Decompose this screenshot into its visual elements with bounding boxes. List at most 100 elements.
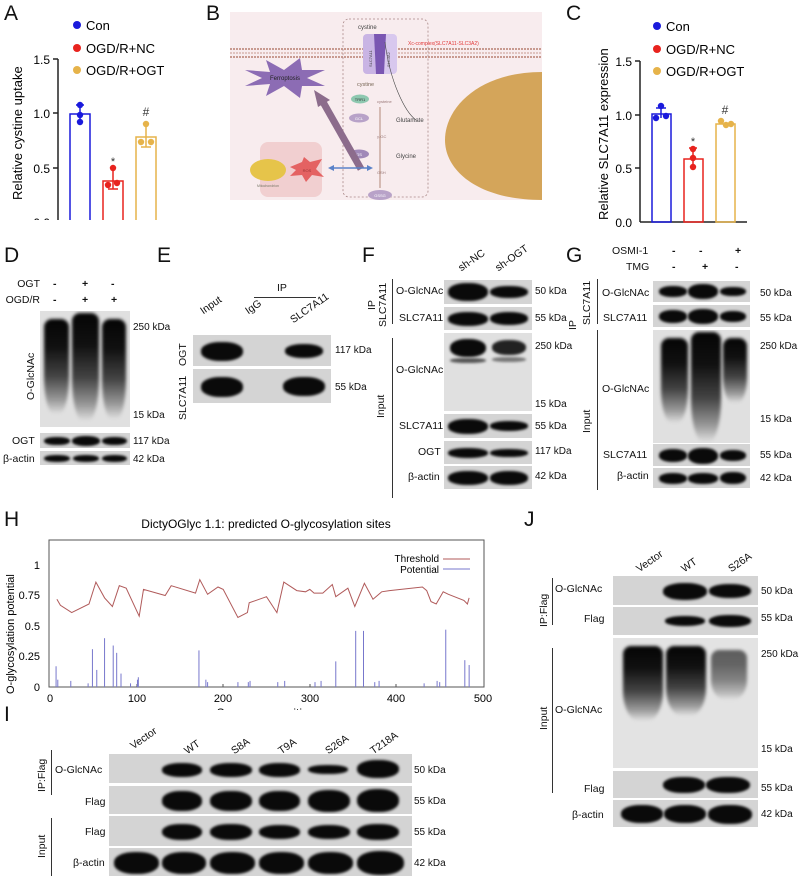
blot-j-ip-flag (613, 607, 758, 637)
svg-text:1.5: 1.5 (33, 53, 50, 67)
svg-text:*: * (111, 156, 116, 168)
bar-chart-a: Con OGD/R+NC OGD/R+OGT 1.5 1.0 0.5 0.0 R… (10, 18, 164, 220)
panel-letter-f: F (362, 244, 375, 267)
blot-j-input-oglcnac (613, 638, 758, 770)
legend-dot-con (73, 21, 81, 29)
svg-text:GCL: GCL (355, 116, 364, 121)
y-axis-label-a: Relative cystine uptake (10, 66, 25, 200)
xc-complex-label: Xc-complex(SLC7A11-SLC3A2) (408, 41, 479, 47)
legend-dot-ogt (73, 66, 81, 74)
blot-f-input-ogt (444, 441, 532, 466)
svg-text:Potential: Potential (400, 565, 439, 576)
pathway-diagram: SLC7A11 SLC3A2 cystine Xc-complex(SLC7A1… (230, 12, 542, 200)
blot-g-input-slc7a11 (653, 444, 750, 468)
svg-text:1.0: 1.0 (33, 107, 50, 121)
svg-text:cystine: cystine (357, 82, 374, 88)
svg-text:0.75: 0.75 (19, 590, 40, 602)
threshold-line (56, 578, 470, 619)
svg-text:0: 0 (34, 682, 40, 694)
svg-text:400: 400 (387, 693, 405, 705)
svg-text:Threshold: Threshold (395, 554, 439, 565)
svg-text:OGD/R+NC: OGD/R+NC (666, 42, 735, 57)
blot-f-ip-slc7a11 (444, 307, 532, 332)
blot-d-ogt (40, 433, 130, 450)
svg-text:0.0: 0.0 (615, 216, 632, 230)
blot-j-input-flag (613, 771, 758, 800)
x-axis-label-h: Sequence position (217, 706, 316, 710)
svg-text:0.5: 0.5 (33, 162, 50, 176)
legend-con: Con (86, 18, 110, 33)
potential-stems (55, 629, 470, 687)
svg-text:γ-GC: γ-GC (377, 134, 386, 139)
panel-letter-b: B (206, 2, 221, 25)
line-chart-h: DictyOGlyc 1.1: predicted O-glycosylatio… (5, 517, 492, 710)
svg-text:OGD/R+OGT: OGD/R+OGT (666, 64, 744, 79)
blot-j-input-actin (613, 800, 758, 829)
ros-star (290, 157, 324, 182)
blot-e-ogt (193, 335, 331, 368)
bar-chart-c: Con OGD/R+NC OGD/R+OGT 1.5 1.0 0.5 0.0 R… (596, 19, 747, 230)
svg-text:Glycine: Glycine (396, 154, 417, 160)
bar-ogt (135, 136, 157, 220)
svg-text:*: * (691, 136, 696, 148)
svg-text:Glutamate: Glutamate (396, 118, 424, 124)
svg-text:TRR1: TRR1 (355, 97, 366, 102)
blot-d-actin (40, 451, 130, 467)
panel-letter-c: C (566, 2, 582, 25)
blot-f-input-actin (444, 466, 532, 491)
blot-j-ip-oglcnac (613, 576, 758, 607)
bar-con (69, 113, 91, 220)
chart-title-h: DictyOGlyc 1.1: predicted O-glycosylatio… (141, 517, 390, 531)
svg-text:Con: Con (666, 19, 690, 34)
svg-text:cystine: cystine (358, 25, 377, 31)
blot-i-ip-oglcnac (109, 754, 412, 785)
svg-text:#: # (722, 103, 729, 117)
svg-text:GSSG: GSSG (374, 193, 386, 198)
svg-text:500: 500 (474, 693, 492, 705)
svg-text:1: 1 (34, 560, 40, 572)
svg-text:0.5: 0.5 (615, 162, 632, 176)
svg-text:Mitochondrion: Mitochondrion (257, 184, 279, 188)
svg-text:0: 0 (47, 693, 53, 705)
svg-text:100: 100 (128, 693, 146, 705)
panel-letter-e: E (157, 244, 172, 267)
svg-text:Ferroptosis: Ferroptosis (270, 76, 300, 82)
svg-text:cysteine: cysteine (377, 99, 392, 104)
nucleus-shape (445, 72, 542, 200)
svg-text:0.5: 0.5 (25, 621, 40, 633)
svg-text:1.5: 1.5 (615, 55, 632, 69)
svg-text:GS: GS (356, 152, 362, 157)
panel-letter-g: G (566, 244, 583, 267)
y-axis-label-c: Relative SLC7A11 expression (596, 48, 611, 220)
panel-letter-j: J (524, 508, 535, 531)
blot-d-oglcnac (40, 311, 130, 429)
blot-i-ip-flag (109, 786, 412, 816)
svg-text:0.0: 0.0 (33, 216, 50, 220)
blot-g-input-oglcnac (653, 330, 750, 445)
blot-f-ip-oglcnac (444, 280, 532, 306)
y-axis-label-h: O-glycosylation potential (5, 574, 17, 694)
blot-i-input-flag (109, 816, 412, 848)
panel-letter-d: D (4, 244, 20, 267)
ferroptosis-star (245, 58, 325, 98)
blot-f-input-oglcnac (444, 333, 532, 413)
svg-text:#: # (143, 105, 150, 119)
blot-g-input-actin (653, 468, 750, 490)
legend-nc: OGD/R+NC (86, 41, 155, 56)
panel-letter-i: I (4, 703, 10, 726)
svg-text:SLC7A11: SLC7A11 (368, 49, 373, 67)
svg-text:ROS: ROS (303, 168, 312, 173)
legend-ogt: OGD/R+OGT (86, 63, 164, 78)
panel-letter-h: H (4, 508, 20, 531)
blot-i-input-actin (109, 848, 412, 878)
blot-g-ip-oglcnac (653, 281, 750, 304)
panel-letter-a: A (4, 2, 19, 25)
legend-dot-nc (73, 44, 81, 52)
svg-text:300: 300 (301, 693, 319, 705)
svg-text:0.25: 0.25 (19, 651, 40, 663)
svg-text:200: 200 (214, 693, 232, 705)
blot-g-ip-slc7a11 (653, 305, 750, 329)
blot-e-slc7a11 (193, 369, 331, 405)
svg-text:SLC3A2: SLC3A2 (386, 51, 391, 67)
